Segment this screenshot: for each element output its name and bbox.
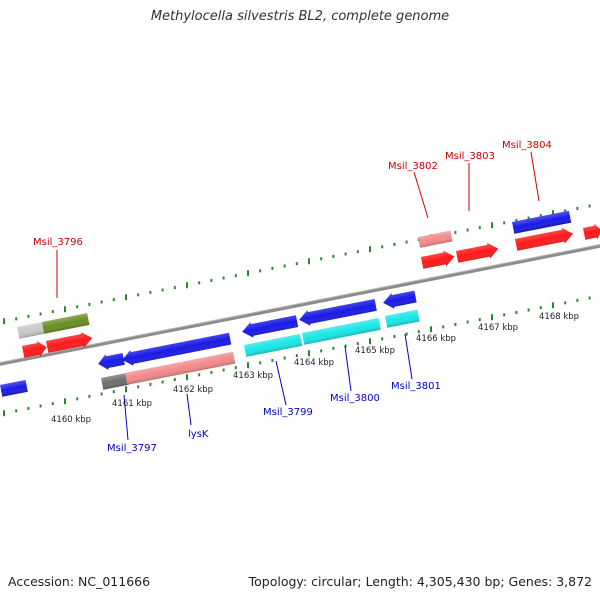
kbp-label: 4168 kbp [539, 312, 579, 322]
gene-label-leaders [56, 151, 540, 441]
genome-backbone-highlight [0, 244, 600, 363]
gene-olive-3796[interactable] [42, 313, 90, 334]
gene-label-msil-3796[interactable]: Msil_3796 [33, 237, 83, 248]
leader-line [123, 394, 129, 441]
gene-blue-3800[interactable] [298, 297, 378, 328]
kbp-label: 4160 kbp [51, 415, 91, 425]
kbp-label: 4165 kbp [355, 346, 395, 356]
gene-blue-3799[interactable] [241, 313, 299, 340]
kbp-label: 4164 kbp [294, 358, 334, 368]
kbp-label: 4162 kbp [173, 385, 213, 395]
gene-blue-3797[interactable] [97, 351, 126, 372]
gene-label-msil-3804[interactable]: Msil_3804 [502, 140, 552, 151]
gene-blue-3804[interactable] [512, 210, 572, 234]
gene-red-3802[interactable] [421, 249, 456, 271]
leader-line [275, 360, 287, 406]
gene-blue-3801[interactable] [382, 289, 417, 311]
gene-label-msil-3797[interactable]: Msil_3797 [107, 443, 157, 454]
gene-pink-lysk[interactable] [125, 351, 236, 385]
gene-label-msil-3802[interactable]: Msil_3802 [388, 161, 438, 172]
gene-red-3796b[interactable] [46, 330, 94, 355]
gene-label-msil-3799[interactable]: Msil_3799 [263, 407, 313, 418]
gene-features [0, 210, 600, 397]
leader-line [344, 345, 352, 392]
gene-red-3803[interactable] [456, 241, 500, 265]
leader-line [404, 333, 413, 380]
gene-label-msil-3800[interactable]: Msil_3800 [330, 393, 380, 404]
genome-stats-text: Topology: circular; Length: 4,305,430 bp… [248, 574, 592, 589]
gene-label-msil-3801[interactable]: Msil_3801 [391, 381, 441, 392]
tick-track-lower [3, 296, 591, 417]
gene-red-edge[interactable] [583, 223, 600, 242]
map-title: Methylocella silvestris BL2, complete ge… [150, 9, 450, 24]
gene-cyan-3799[interactable] [244, 334, 303, 357]
accession-text: Accession: NC_011666 [8, 574, 151, 589]
leader-line [186, 393, 192, 426]
genome-backbone [0, 244, 600, 366]
gene-label-lysk[interactable]: lysK [188, 429, 209, 440]
leader-line [413, 171, 429, 219]
kbp-label: 4163 kbp [233, 371, 273, 381]
gene-blue-lysk[interactable] [121, 331, 232, 368]
leader-line [530, 151, 540, 202]
gene-red-3796a[interactable] [22, 339, 49, 359]
kbp-label: 4166 kbp [416, 334, 456, 344]
gene-label-msil-3803[interactable]: Msil_3803 [445, 151, 495, 162]
gene-darkgray-3797[interactable] [101, 372, 129, 390]
kbp-label: 4161 kbp [112, 399, 152, 409]
gene-blue-edge[interactable] [0, 379, 28, 397]
gene-cyan-3801[interactable] [385, 309, 420, 328]
kbp-label: 4167 kbp [478, 323, 518, 333]
gene-cyan-3800[interactable] [302, 317, 381, 345]
gene-pink-3802[interactable] [418, 230, 453, 248]
gene-red-3804[interactable] [515, 226, 575, 253]
gene-gray-3796a[interactable] [17, 321, 45, 339]
